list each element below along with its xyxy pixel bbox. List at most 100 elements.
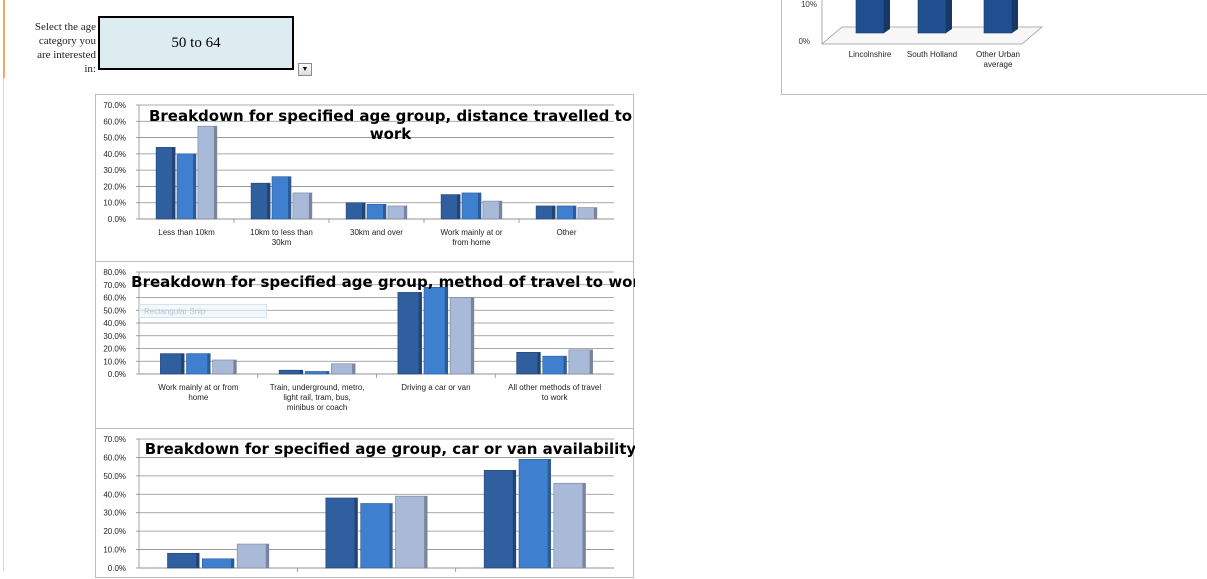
y-tick-label: 70.0% — [103, 281, 126, 290]
category-label: Other Urban — [976, 50, 1020, 59]
prompt-line: category you — [38, 35, 96, 47]
bar-side-shade — [265, 544, 269, 568]
bar — [212, 359, 237, 375]
bar — [331, 363, 356, 375]
car-chart-svg: 0.0% 10.0% 20.0% 30.0% 40.0% 50.0% 60.0% 70.0% B… — [103, 435, 635, 573]
bar — [397, 292, 422, 375]
y-tick-label: 60.0% — [103, 294, 126, 303]
bar — [423, 286, 449, 375]
y-tick-label: 80.0% — [103, 268, 126, 277]
bar-side-shade — [299, 370, 303, 374]
bar-side-shade — [389, 503, 393, 568]
y-tick-label: 0.0% — [108, 370, 126, 379]
bar-side-shade — [362, 202, 366, 219]
bar — [518, 458, 551, 569]
chart-car[interactable]: 0.0% 10.0% 20.0% 30.0% 40.0% 50.0% 60.0% 70.0% B… — [95, 428, 635, 578]
bar — [395, 495, 428, 569]
y-tick-label: 30.0% — [103, 332, 126, 341]
bar — [855, 0, 885, 34]
chart-method-layer: 0.0% 10.0% 20.0% 30.0% 40.0% 50.0% 60.0% 70.0% 8… — [103, 268, 635, 412]
chart-title: Breakdown for specified age group, metho… — [131, 273, 635, 291]
sheet-left-rule — [3, 0, 4, 571]
prompt-line: Select the age — [34, 21, 96, 33]
bar-side-shade — [288, 176, 291, 219]
bar-side-shade — [424, 496, 428, 568]
age-category-select[interactable]: 50 to 64 — [98, 16, 294, 70]
bar — [360, 503, 393, 569]
bar — [160, 353, 185, 375]
y-tick-label: 50.0% — [103, 134, 126, 143]
y-tick-label: 0% — [798, 37, 810, 46]
y-tick-label: 20.0% — [103, 527, 126, 536]
bar — [202, 558, 235, 569]
bar — [553, 482, 586, 569]
bar-side-shade — [383, 204, 386, 219]
age-category-value: 50 to 64 — [171, 34, 221, 51]
y-tick-label: 30.0% — [103, 509, 126, 518]
method-chart-svg: 0.0% 10.0% 20.0% 30.0% 40.0% 50.0% 60.0% 70.0% 8… — [103, 268, 635, 412]
bar-side-shade — [457, 194, 461, 219]
age-category-prompt: Select the age category you are interest… — [6, 20, 96, 76]
y-tick-label: 60.0% — [103, 117, 126, 126]
chart-area-average-layer: 10% 0% Lincolnshire South Holland Other Urba… — [798, 0, 1044, 69]
bar-side-shade — [537, 352, 541, 374]
y-tick-label: 10.0% — [103, 546, 126, 555]
chart-distance-layer: 0.0% 10.0% 20.0% 30.0% 40.0% 50.0% 60.0% 70.0% L… — [103, 101, 632, 247]
bar-side-shade — [498, 201, 502, 219]
bar — [449, 297, 475, 375]
bar-side-shade — [308, 192, 312, 219]
bar-side-shade — [573, 205, 576, 219]
bar-side-shade — [213, 126, 217, 219]
category-label: Work mainly at or — [440, 228, 502, 237]
chart-method[interactable]: 0.0% 10.0% 20.0% 30.0% 40.0% 50.0% 60.0% 70.0% 8… — [95, 261, 635, 429]
y-tick-label: 70.0% — [103, 435, 126, 444]
chart-title: Breakdown for specified age group, dista… — [149, 107, 632, 125]
bar — [516, 352, 541, 375]
y-tick-label: 10.0% — [103, 199, 126, 208]
category-label: 30km — [272, 238, 292, 247]
category-label: average — [984, 60, 1013, 69]
bar-side-shade — [418, 292, 422, 374]
distance-chart-svg: 0.0% 10.0% 20.0% 30.0% 40.0% 50.0% 60.0% 70.0% L… — [103, 101, 632, 247]
bar — [278, 369, 304, 375]
bar — [917, 0, 947, 34]
category-label: to work — [542, 393, 569, 402]
category-label: light rail, tram, bus, — [283, 393, 351, 402]
bar-side-shade — [946, 0, 952, 33]
y-tick-label: 50.0% — [103, 306, 126, 315]
bar-side-shade — [444, 287, 448, 374]
bar-side-shade — [233, 359, 237, 374]
bar — [577, 207, 598, 220]
age-category-dropdown-button[interactable]: ▼ — [298, 63, 312, 76]
chart-distance[interactable]: 0.0% 10.0% 20.0% 30.0% 40.0% 50.0% 60.0% 70.0% L… — [95, 94, 634, 262]
category-label: 10km to less than — [250, 228, 313, 237]
bar-side-shade — [172, 147, 176, 219]
chart-area-average[interactable]: 10% 0% Lincolnshire South Holland Other Urba… — [781, 0, 1207, 95]
category-label: Work mainly at or from — [158, 383, 239, 392]
category-label: Other — [556, 228, 576, 237]
bar — [304, 371, 330, 375]
category-label: Lincolnshire — [849, 50, 892, 59]
bar-side-shade — [267, 183, 271, 219]
y-tick-label: 50.0% — [103, 472, 126, 481]
bar — [236, 543, 270, 569]
bar-side-shade — [884, 0, 890, 33]
bar-side-shade — [403, 205, 407, 219]
bar — [325, 497, 358, 569]
bar-side-shade — [354, 497, 358, 568]
bar — [542, 355, 567, 375]
bar — [186, 353, 211, 375]
bar — [167, 552, 200, 569]
chart-title: Breakdown for specified age group, car o… — [145, 440, 635, 458]
chart-car-layer: 0.0% 10.0% 20.0% 30.0% 40.0% 50.0% 60.0% 70.0% B… — [103, 435, 635, 573]
category-label: All other methods of travel — [508, 383, 601, 392]
bar-side-shade — [478, 192, 481, 219]
category-label: 30km and over — [350, 228, 403, 237]
bar-side-shade — [593, 207, 597, 219]
y-tick-label: 10.0% — [103, 357, 126, 366]
bar-side-shade — [231, 558, 234, 568]
bar-side-shade — [196, 553, 200, 568]
y-tick-label: 30.0% — [103, 166, 126, 175]
y-tick-label: 10% — [801, 0, 817, 9]
bar — [483, 470, 517, 569]
